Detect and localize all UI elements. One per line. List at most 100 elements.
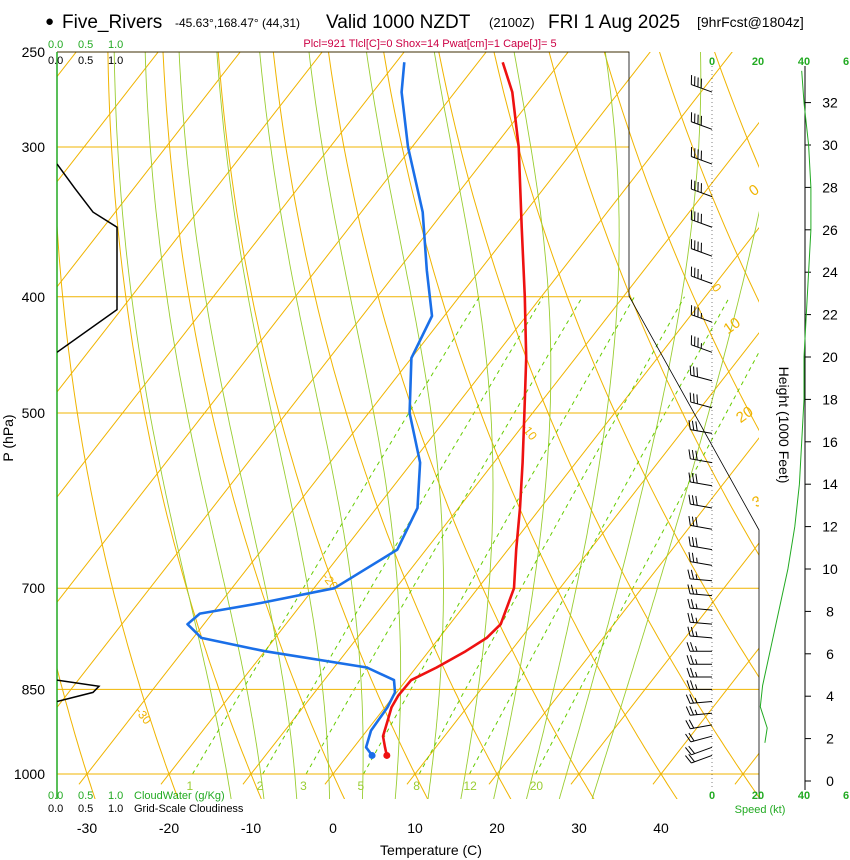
wind-barb-flag [685,755,692,764]
wind-barb-flag [688,515,691,526]
mixing-ratio-line [305,296,583,775]
station-bullet: ● [45,13,54,30]
cloud-bottom-black-2: 1.0 [108,803,123,815]
wind-barb-staff [690,481,713,487]
wind-barb-half [695,659,698,665]
wind-barb [688,536,713,551]
wind-barb-staff [690,458,713,464]
wind-barb-flag [687,598,691,609]
wind-barb-flag [695,537,698,548]
wind-barb-staff [690,545,713,551]
wind-barb-flag [688,745,696,754]
temperature-tick-label: 30 [571,820,587,836]
isotherm-label: -30 [133,705,155,728]
isotherm-label-right: 20 [733,403,756,426]
wind-barb [686,642,712,652]
wind-barb-flag [691,552,695,563]
wind-barb-flag [690,626,695,637]
wind-barb-half [694,709,698,715]
wind-barb [690,266,713,285]
wind-barb-flag [686,655,691,665]
wind-barb-half [696,557,698,563]
dry-adiabat [162,52,346,799]
wind-barb-staff [690,503,713,509]
speed-tick-top-0: 0 [709,56,715,68]
speed-tick-top-40: 40 [798,56,810,68]
dry-adiabat [548,52,759,557]
wind-barb [688,552,713,566]
temperature-tick-label: -20 [159,820,179,836]
moist-adiabat [433,52,494,799]
valid-time-z: (2100Z) [489,15,535,30]
wind-barb-flag [690,680,694,690]
surface-temperature-dot [383,751,391,759]
wind-barb [688,494,713,509]
isotherm-label-right: 10 [720,314,743,337]
dry-adiabat [493,52,759,679]
dewpoint-line [186,62,434,757]
wind-barb-staff [691,275,713,285]
temperature-line [381,61,528,756]
wind-barb-flag [690,584,695,595]
wind-barb-flag [685,747,692,756]
wind-barb [687,612,713,625]
wind-barb [688,472,713,487]
station-coords: -45.63°,168.47° (44,31) [175,16,300,30]
wind-barb-staff [690,374,713,382]
wind-barb-flag [693,393,695,404]
temperature-tick-label: -10 [241,820,261,836]
valid-time: Valid 1000 NZDT [326,12,471,33]
pressure-tick-label: 850 [22,681,46,697]
wind-barb-staff [691,248,713,257]
dry-adiabat [57,217,179,799]
speed-axis-label: Speed (kt) [735,804,786,816]
wind-barb-flag [688,732,695,742]
pressure-ticks: 250 300 400 500 700 850 1000 [14,44,45,782]
temperature-tick-label: -30 [77,820,97,836]
wind-barb [687,626,713,639]
wind-barb-flag [686,680,691,690]
moist-adiabat [113,52,232,799]
wind-barb-flag [691,449,695,460]
wind-barb [690,305,713,323]
isotherm-line [57,52,323,393]
speed-axis-bottom: 0 20 40 6 Speed (kt) [709,790,849,816]
isobars [57,51,759,775]
dry-adiabat [217,52,429,799]
wind-barb-flag [695,450,698,461]
wind-barb-flag [690,642,694,652]
wind-barb-staff [690,724,713,730]
moist-adiabat [526,52,620,799]
wind-barb-half [695,671,698,678]
isotherm-line [570,542,759,785]
wind-barb-staff [691,188,713,198]
wind-barb-staff [690,429,713,434]
height-tick-label: 2 [826,731,834,747]
height-tick-label: 26 [822,222,838,238]
chart-header: ● Five_Rivers -45.63°,168.47° (44,31) Va… [45,12,804,50]
dry-adiabat [107,52,262,799]
wind-barb-flag [695,495,698,506]
wind-barb-flag [688,552,691,562]
dry-adiabat [327,52,595,799]
wind-barb-flag [689,706,695,716]
cloud-bottom-black-1: 0.5 [78,803,93,815]
moist-adiabat [259,52,364,799]
wind-barb-flag [688,494,691,505]
wind-barb-staff [690,735,713,743]
wind-barb-staff [690,578,713,582]
cloudiness-label: Grid-Scale Cloudiness [134,803,244,815]
height-tick-label: 18 [822,391,838,407]
dry-adiabat [57,666,96,799]
plot-frame [57,51,760,799]
temperature-tick-label: 0 [329,820,337,836]
wind-barb-flag [685,720,691,729]
cloud-top-black-1: 0.5 [78,55,93,67]
wind-barb-flag [691,473,695,483]
wind-barb [689,365,713,382]
wind-barb-staff [690,607,713,611]
sounding-indices: Plcl=921 Tlcl[C]=0 Shox=14 Pwat[cm]=1 Ca… [303,38,556,50]
